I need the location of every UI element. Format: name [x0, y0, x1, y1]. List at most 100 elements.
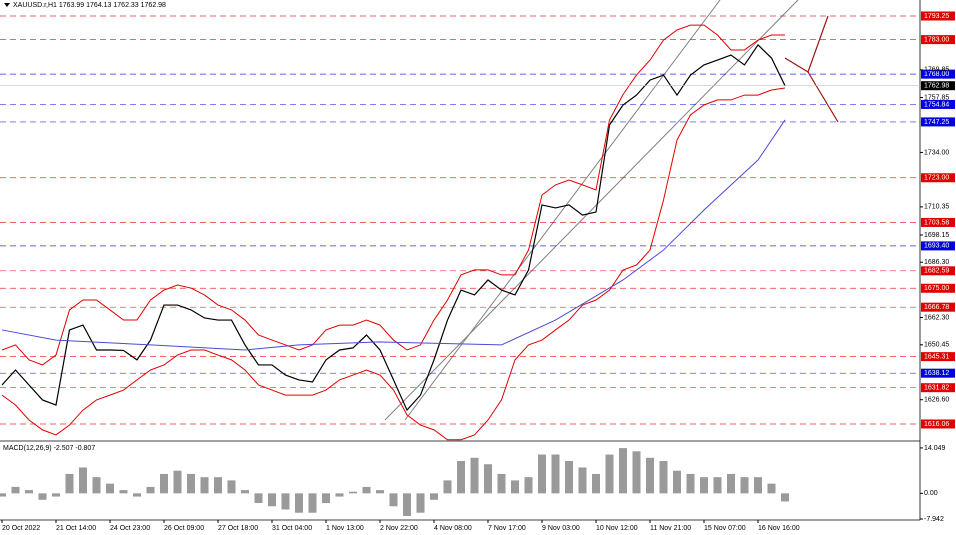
y-tick-label: 1734.00	[924, 149, 949, 156]
macd-bar	[767, 483, 776, 494]
macd-bar	[457, 461, 465, 494]
macd-bar	[484, 464, 492, 494]
macd-bar	[713, 477, 722, 494]
level-label-box	[921, 241, 955, 251]
level-label: 1675.00	[924, 285, 949, 292]
current-price-label: 1762.98	[924, 83, 949, 90]
macd-bar	[295, 493, 303, 513]
x-tick-label: 24 Oct 23:00	[110, 525, 150, 532]
macd-bar	[52, 493, 60, 497]
macd-bar	[578, 467, 587, 494]
level-label-box	[921, 283, 955, 293]
level-label-box	[921, 217, 955, 227]
level-label-box	[921, 352, 955, 362]
x-tick-label: 9 Nov 03:00	[542, 525, 580, 532]
macd-bar	[322, 493, 330, 504]
current-price-box	[921, 81, 955, 91]
macd-bar	[700, 477, 708, 494]
x-tick-label: 1 Nov 13:00	[326, 525, 364, 532]
macd-bar	[740, 477, 749, 494]
level-label-box	[921, 11, 955, 21]
macd-bar	[389, 493, 398, 507]
level-label: 1768.00	[924, 71, 949, 78]
level-label: 1631.82	[924, 385, 949, 392]
macd-bar	[511, 480, 519, 494]
macd-bar	[268, 493, 276, 507]
macd-bar	[551, 454, 560, 494]
macd-bar	[38, 493, 47, 500]
level-label: 1666.78	[924, 304, 949, 311]
macd-tick-label: 14.049	[924, 445, 946, 452]
level-label-box	[921, 69, 955, 79]
y-tick-label: 1698.15	[924, 232, 949, 239]
series-line	[1, 119, 786, 351]
series-line	[1, 43, 786, 412]
x-tick-label: 26 Oct 09:00	[164, 525, 204, 532]
level-label-box	[921, 368, 955, 378]
y-tick-label: 1662.30	[924, 314, 949, 321]
macd-bar	[673, 470, 681, 494]
macd-bar	[754, 477, 762, 494]
y-tick-label: 1686.30	[924, 259, 949, 266]
x-tick-label: 31 Oct 04:00	[272, 525, 312, 532]
level-label: 1747.25	[924, 119, 949, 126]
macd-bar	[430, 493, 438, 500]
macd-bar	[92, 477, 101, 494]
macd-bar	[106, 483, 114, 494]
macd-bar	[160, 473, 168, 494]
macd-bar	[632, 451, 641, 494]
y-tick-label: 1769.85	[924, 67, 949, 74]
level-label: 1645.31	[924, 353, 949, 360]
level-label-box	[921, 266, 955, 276]
level-label-box	[921, 419, 955, 429]
level-label: 1693.40	[924, 243, 949, 250]
macd-bar	[200, 477, 209, 494]
macd-bar	[497, 473, 506, 494]
level-label: 1682.59	[924, 268, 949, 275]
macd-bar	[592, 473, 600, 494]
x-tick-label: 2 Nov 22:00	[380, 525, 418, 532]
macd-bar	[659, 461, 668, 494]
macd-bar	[565, 461, 573, 494]
macd-bar	[241, 490, 249, 494]
x-tick-label: 15 Nov 07:00	[704, 525, 746, 532]
macd-bar	[619, 448, 627, 494]
x-tick-label: 16 Nov 16:00	[758, 525, 800, 532]
level-label: 1723.00	[924, 175, 949, 182]
macd-bar	[133, 493, 141, 497]
x-tick-label: 20 Oct 2022	[2, 525, 40, 532]
macd-bar	[173, 470, 182, 494]
level-label: 1783.00	[924, 36, 949, 43]
level-label-box	[921, 383, 955, 393]
y-tick-label: 1626.60	[924, 397, 949, 404]
macd-bar	[524, 477, 533, 494]
macd-bar	[214, 477, 222, 494]
level-label: 1703.58	[924, 219, 949, 226]
forecast-arrow	[807, 71, 839, 123]
macd-bar	[538, 454, 546, 494]
macd-bar	[470, 457, 479, 494]
macd-bar	[443, 480, 452, 494]
macd-bar	[308, 493, 317, 513]
menu-triangle	[4, 3, 10, 7]
level-label: 1754.84	[924, 101, 949, 108]
x-tick-label: 7 Nov 17:00	[488, 525, 526, 532]
macd-bar	[0, 493, 6, 497]
macd-bar	[362, 486, 371, 494]
macd-tick-label: 0.00	[924, 490, 938, 497]
macd-bar	[376, 490, 384, 494]
macd-bar	[65, 473, 74, 494]
macd-bar	[727, 473, 735, 494]
macd-bar	[335, 493, 344, 497]
macd-bar	[416, 493, 425, 513]
level-label: 1616.06	[924, 421, 949, 428]
channel-line	[404, 0, 721, 421]
macd-bar	[686, 473, 695, 494]
macd-bar	[605, 454, 614, 494]
y-tick-label: 1710.35	[924, 204, 949, 211]
macd-bar	[25, 490, 33, 494]
level-label-box	[921, 302, 955, 312]
y-tick-label: 1757.85	[924, 94, 949, 101]
x-tick-label: 27 Oct 18:00	[218, 525, 258, 532]
